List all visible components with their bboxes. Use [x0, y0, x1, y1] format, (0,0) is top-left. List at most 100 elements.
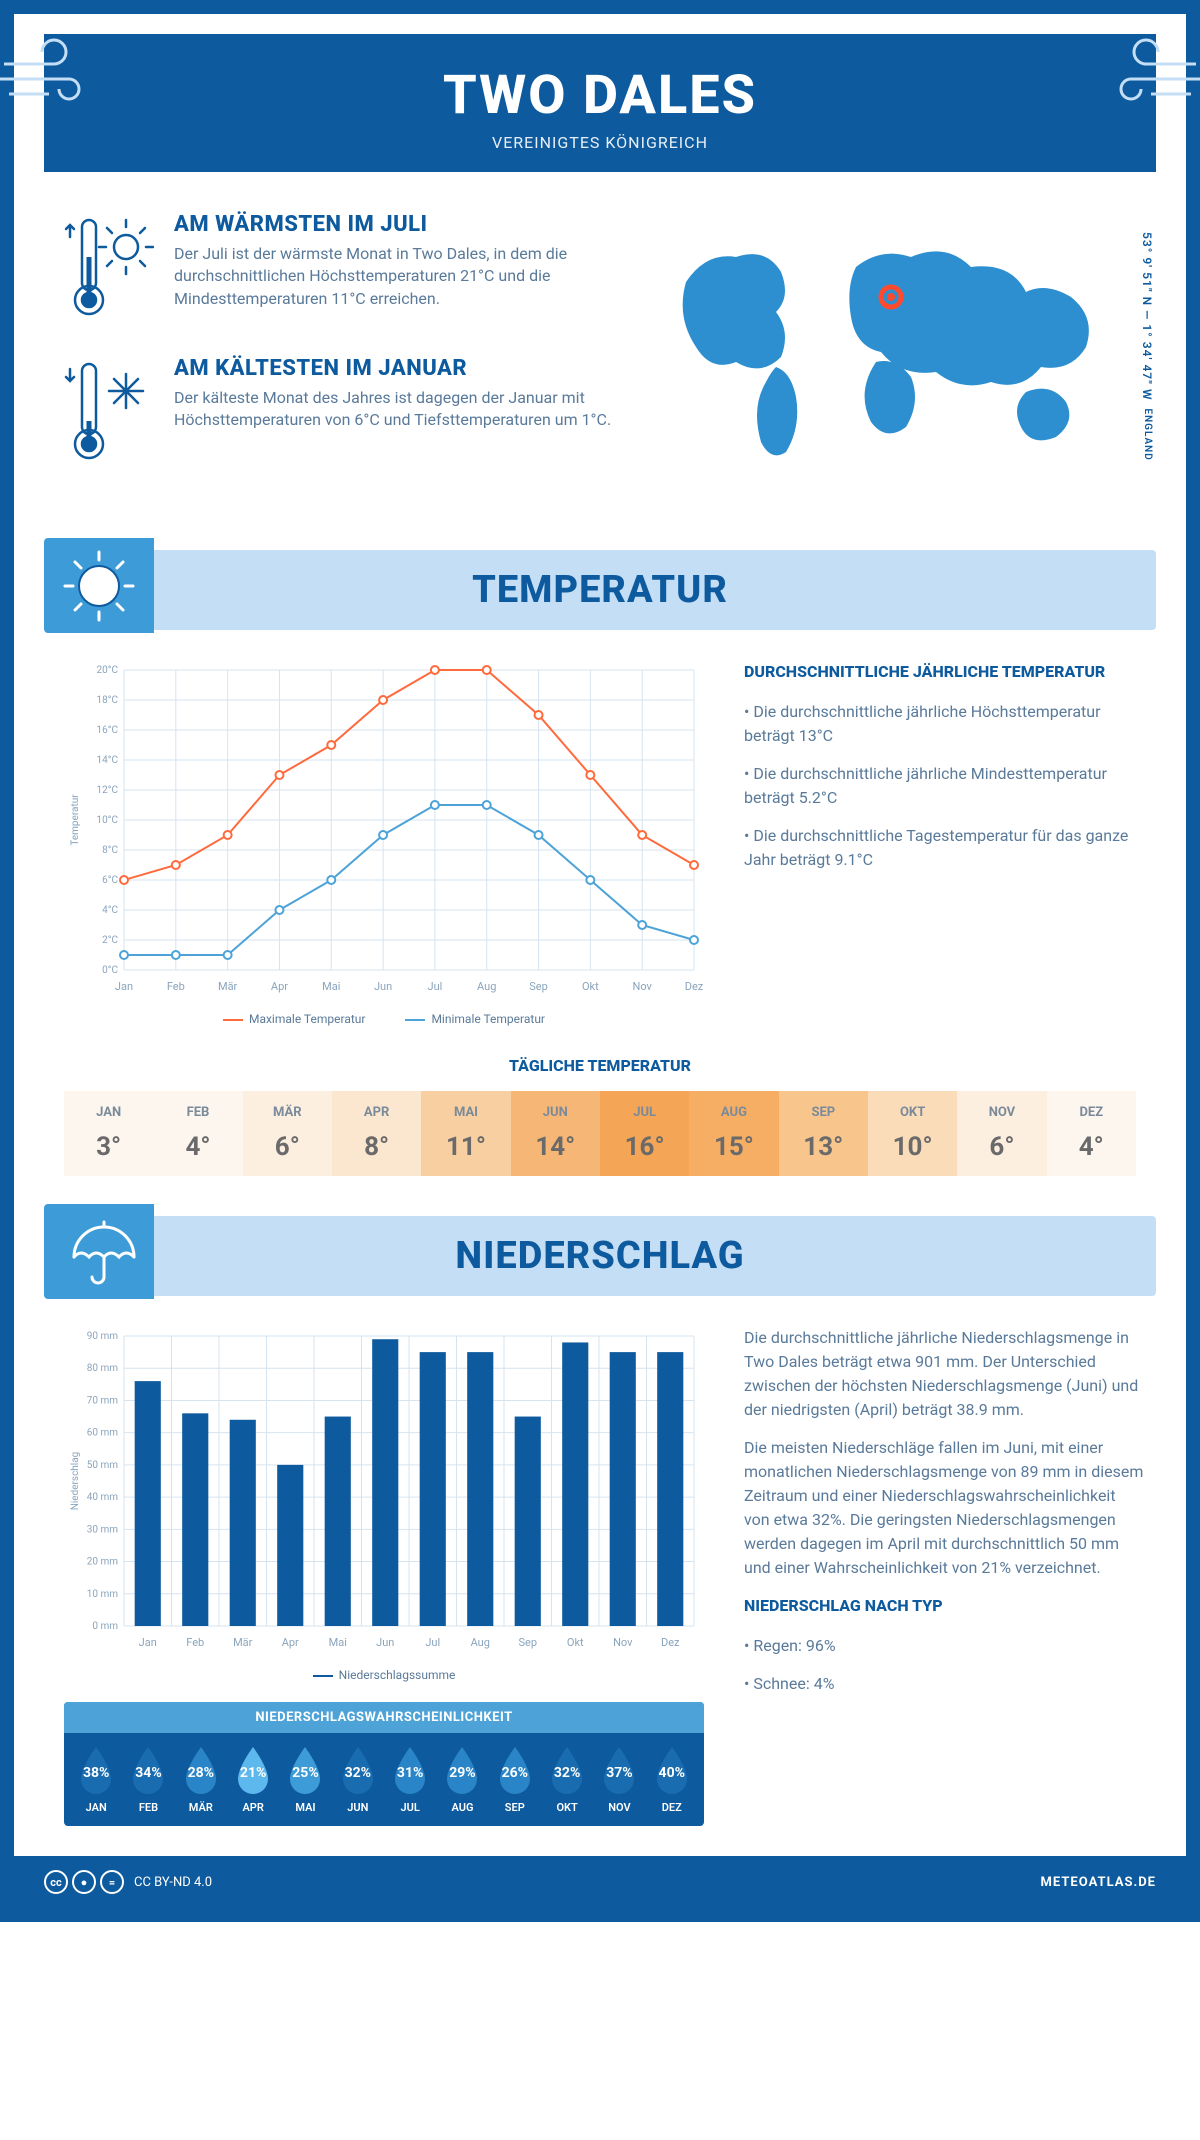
svg-text:90 mm: 90 mm: [87, 1331, 118, 1342]
prob-cell: 21%APR: [227, 1743, 279, 1814]
coldest-title: AM KÄLTESTEN IM JANUAR: [174, 356, 626, 381]
prob-cell: 32%OKT: [541, 1743, 593, 1814]
thermometer-snow-icon: [64, 356, 154, 470]
legend-min: Minimale Temperatur: [405, 1012, 545, 1026]
svg-text:Okt: Okt: [567, 1636, 584, 1649]
svg-text:6°C: 6°C: [102, 875, 118, 886]
svg-text:Temperatur: Temperatur: [70, 794, 81, 846]
temp-bullet: • Die durchschnittliche jährliche Mindes…: [744, 762, 1144, 810]
svg-text:80 mm: 80 mm: [87, 1363, 118, 1374]
svg-text:Jun: Jun: [376, 1636, 394, 1649]
precip-content: 0 mm10 mm20 mm30 mm40 mm50 mm60 mm70 mm8…: [14, 1326, 1186, 1826]
prob-cell: 37%NOV: [593, 1743, 645, 1814]
prob-cell: 29%AUG: [436, 1743, 488, 1814]
title-banner: TWO DALES VEREINIGTES KÖNIGREICH: [44, 34, 1156, 172]
svg-text:12°C: 12°C: [97, 785, 119, 796]
sun-icon: [44, 538, 154, 633]
svg-text:Aug: Aug: [471, 1636, 490, 1649]
svg-text:Dez: Dez: [661, 1636, 680, 1649]
temp-title: TEMPERATUR: [44, 568, 1156, 612]
temp-bullet: • Die durchschnittliche Tagestemperatur …: [744, 824, 1144, 872]
svg-text:Nov: Nov: [632, 980, 652, 993]
coldest-text: Der kälteste Monat des Jahres ist dagege…: [174, 387, 626, 432]
infographic-frame: TWO DALES VEREINIGTES KÖNIGREICH AM WÄRM…: [0, 0, 1200, 1922]
temp-bullet: • Die durchschnittliche jährliche Höchst…: [744, 700, 1144, 748]
daily-temp-title: TÄGLICHE TEMPERATUR: [14, 1056, 1186, 1075]
svg-text:14°C: 14°C: [97, 755, 119, 766]
svg-text:Feb: Feb: [186, 1636, 204, 1649]
precip-para1: Die durchschnittliche jährliche Niedersc…: [744, 1326, 1144, 1422]
prob-cell: 38%JAN: [70, 1743, 122, 1814]
type-bullet: • Regen: 96%: [744, 1634, 1144, 1658]
warmest-fact: AM WÄRMSTEN IM JULI Der Juli ist der wär…: [64, 212, 626, 326]
probability-title: NIEDERSCHLAGSWAHRSCHEINLICHKEIT: [64, 1702, 704, 1733]
prob-cell: 25%MAI: [279, 1743, 331, 1814]
daily-cell: MÄR6°: [243, 1091, 332, 1176]
daily-cell: NOV6°: [957, 1091, 1046, 1176]
precip-title: NIEDERSCHLAG: [44, 1234, 1156, 1278]
legend-bar: Niederschlagssumme: [313, 1668, 456, 1682]
svg-text:20 mm: 20 mm: [87, 1557, 118, 1568]
wind-icon-right: [1086, 24, 1200, 124]
temperature-line-chart: 0°C 2°C 4°C 6°C 8°C 10°C 12°C 14°C 16°C 18°C 20°C J…: [64, 660, 704, 1000]
daily-cell: SEP13°: [779, 1091, 868, 1176]
daily-cell: OKT10°: [868, 1091, 957, 1176]
svg-text:Jan: Jan: [115, 980, 133, 993]
svg-text:50 mm: 50 mm: [87, 1460, 118, 1471]
prob-cell: 28%MÄR: [175, 1743, 227, 1814]
svg-text:70 mm: 70 mm: [87, 1395, 118, 1406]
svg-text:8°C: 8°C: [102, 845, 118, 856]
footer: cc●= CC BY-ND 4.0 METEOATLAS.DE: [14, 1856, 1186, 1908]
probability-panel: NIEDERSCHLAGSWAHRSCHEINLICHKEIT 38%JAN34…: [64, 1702, 704, 1826]
license-text: CC BY-ND 4.0: [134, 1875, 212, 1890]
prob-cell: 26%SEP: [489, 1743, 541, 1814]
svg-text:0°C: 0°C: [102, 965, 118, 976]
temp-content: 0°C 2°C 4°C 6°C 8°C 10°C 12°C 14°C 16°C 18°C 20°C J…: [14, 660, 1186, 1026]
prob-cell: 31%JUL: [384, 1743, 436, 1814]
svg-text:Jun: Jun: [374, 980, 392, 993]
daily-cell: MAI11°: [421, 1091, 510, 1176]
daily-cell: JUN14°: [511, 1091, 600, 1176]
precip-type-title: NIEDERSCHLAG NACH TYP: [744, 1594, 1144, 1618]
precipitation-bar-chart: 0 mm10 mm20 mm30 mm40 mm50 mm60 mm70 mm8…: [64, 1326, 704, 1656]
umbrella-icon: [44, 1204, 154, 1299]
daily-cell: AUG15°: [689, 1091, 778, 1176]
summary-row: AM WÄRMSTEN IM JULI Der Juli ist der wär…: [14, 202, 1186, 530]
svg-text:Apr: Apr: [271, 980, 288, 993]
temp-stats-title: DURCHSCHNITTLICHE JÄHRLICHE TEMPERATUR: [744, 660, 1144, 684]
site-name: METEOATLAS.DE: [1041, 1875, 1156, 1890]
precip-legend: Niederschlagssumme: [64, 1668, 704, 1682]
svg-text:10°C: 10°C: [97, 815, 119, 826]
daily-cell: DEZ4°: [1047, 1091, 1136, 1176]
warmest-title: AM WÄRMSTEN IM JULI: [174, 212, 626, 237]
svg-text:20°C: 20°C: [97, 665, 119, 676]
svg-text:Feb: Feb: [167, 980, 185, 993]
svg-text:60 mm: 60 mm: [87, 1428, 118, 1439]
prob-cell: 34%FEB: [122, 1743, 174, 1814]
daily-cell: JUL16°: [600, 1091, 689, 1176]
location-subtitle: VEREINIGTES KÖNIGREICH: [44, 133, 1156, 152]
svg-text:16°C: 16°C: [97, 725, 119, 736]
daily-cell: APR8°: [332, 1091, 421, 1176]
wind-icon-left: [0, 24, 114, 124]
daily-cell: FEB4°: [153, 1091, 242, 1176]
type-bullet: • Schnee: 4%: [744, 1672, 1144, 1696]
warmest-text: Der Juli ist der wärmste Monat in Two Da…: [174, 243, 626, 310]
svg-text:0 mm: 0 mm: [92, 1621, 118, 1632]
svg-text:40 mm: 40 mm: [87, 1492, 118, 1503]
svg-text:4°C: 4°C: [102, 905, 118, 916]
svg-text:Jul: Jul: [425, 1636, 440, 1649]
svg-text:Okt: Okt: [582, 980, 599, 993]
prob-cell: 40%DEZ: [646, 1743, 698, 1814]
precip-para2: Die meisten Niederschläge fallen im Juni…: [744, 1436, 1144, 1580]
thermometer-sun-icon: [64, 212, 154, 326]
legend-max: Maximale Temperatur: [223, 1012, 365, 1026]
location-title: TWO DALES: [44, 64, 1156, 127]
svg-text:10 mm: 10 mm: [87, 1589, 118, 1600]
prob-cell: 32%JUN: [332, 1743, 384, 1814]
svg-text:Sep: Sep: [529, 980, 548, 993]
svg-text:2°C: 2°C: [102, 935, 118, 946]
svg-text:18°C: 18°C: [97, 695, 119, 706]
svg-text:Jul: Jul: [428, 980, 443, 993]
daily-temp-grid: JAN3°FEB4°MÄR6°APR8°MAI11°JUN14°JUL16°AU…: [14, 1091, 1186, 1176]
